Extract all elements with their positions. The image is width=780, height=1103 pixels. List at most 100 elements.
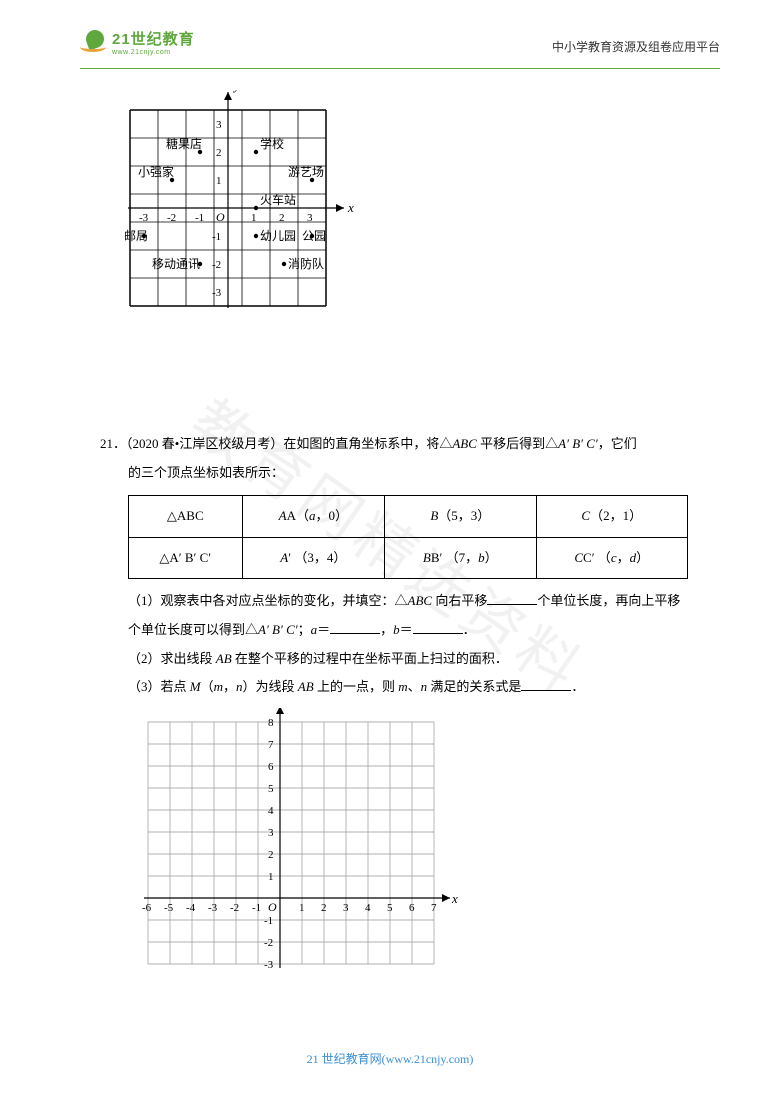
blank-3 — [413, 620, 463, 634]
table-row: △A′ B′ C′ A′ （3，4） BB′ （7，b） CC′ （c，d） — [129, 537, 688, 579]
svg-text:-3: -3 — [212, 287, 222, 299]
svg-text:2: 2 — [321, 902, 327, 914]
logo-cn: 21世纪教育 — [112, 28, 195, 49]
logo-swoosh-icon — [80, 42, 106, 52]
svg-text:游艺场: 游艺场 — [288, 165, 324, 179]
t: M — [190, 679, 201, 694]
t: △A′ B′ C′ — [159, 550, 211, 565]
header-subtitle: 中小学教育资源及组卷应用平台 — [552, 38, 720, 55]
logo: 21世纪教育 www.21cnjy.com — [80, 28, 195, 56]
svg-text:糖果店: 糖果店 — [166, 136, 202, 151]
svg-text:小强家: 小强家 — [138, 164, 174, 179]
svg-text:邮局: 邮局 — [124, 229, 148, 243]
t: A（ — [287, 508, 309, 523]
t: AB — [216, 651, 232, 666]
t: ． — [463, 622, 476, 637]
svg-text:4: 4 — [268, 805, 274, 817]
svg-text:学校: 学校 — [260, 136, 284, 151]
svg-text:-4: -4 — [186, 902, 196, 914]
q21-part2: （2）求出线段 AB 在整个平移的过程中在坐标平面上扫过的面积． — [100, 645, 700, 674]
t: ） — [636, 550, 649, 565]
question-21: 21．（2020 春•江岸区校级月考）在如图的直角坐标系中，将△ABC 平移后得… — [100, 430, 700, 1028]
svg-text:-6: -6 — [142, 902, 152, 914]
footer-cn: 21 世纪教育网 — [307, 1052, 382, 1066]
t: A′ B′ C′ — [258, 622, 298, 637]
svg-text:-1: -1 — [264, 915, 273, 927]
svg-text:1: 1 — [216, 175, 222, 187]
t: 向右平移 — [432, 593, 487, 608]
t: ＝ — [400, 622, 413, 637]
svg-text:3: 3 — [216, 119, 222, 131]
cell-abc: △ABC — [129, 496, 243, 538]
svg-text:1: 1 — [299, 902, 305, 914]
table-row: △ABC AA（a，0） B（5，3） C（2，1） — [129, 496, 688, 538]
cell-c: C（2，1） — [536, 496, 687, 538]
t: C′ （ — [583, 550, 611, 565]
t: AB — [298, 679, 314, 694]
cell-a: AA（a，0） — [242, 496, 385, 538]
q21-stem: 21．（2020 春•江岸区校级月考）在如图的直角坐标系中，将△ABC 平移后得… — [100, 430, 700, 459]
t: 在整个平移的过程中在坐标平面上扫过的面积． — [232, 651, 508, 666]
q21-stem-line2: 的三个顶点坐标如表所示： — [100, 459, 700, 488]
t: （3）若点 — [128, 679, 190, 694]
svg-text:1: 1 — [251, 212, 257, 224]
coordinate-grid-1: yxO-3-2-1123123-1-2-3糖果店学校小强家游艺场火车站邮局幼儿园… — [110, 90, 370, 330]
t: ′ （3，4） — [288, 550, 346, 565]
svg-text:-3: -3 — [139, 212, 149, 224]
t: m — [214, 679, 223, 694]
t: 上的一点，则 — [314, 679, 399, 694]
svg-text:x: x — [347, 200, 354, 215]
t: ； — [298, 622, 311, 637]
svg-text:8: 8 — [268, 717, 274, 729]
svg-text:-2: -2 — [167, 212, 176, 224]
t: 满足的关系式是 — [427, 679, 521, 694]
q21-source: （2020 春•江岸区校级月考） — [126, 436, 283, 451]
t: ， — [617, 550, 630, 565]
blank-2 — [330, 620, 380, 634]
svg-text:6: 6 — [409, 902, 415, 914]
svg-text:火车站: 火车站 — [260, 192, 296, 207]
cell-c2: CC′ （c，d） — [536, 537, 687, 579]
svg-text:7: 7 — [268, 739, 274, 751]
svg-text:消防队: 消防队 — [288, 256, 324, 271]
svg-text:2: 2 — [216, 147, 222, 159]
logo-text: 21世纪教育 www.21cnjy.com — [112, 28, 195, 56]
blank-4 — [521, 677, 571, 691]
t: ， — [380, 622, 393, 637]
t: （1）观察表中各对应点坐标的变化，并填空：△ — [128, 593, 408, 608]
cell-b2: BB′ （7，b） — [385, 537, 536, 579]
t: ） — [485, 550, 498, 565]
t: 个单位长度可以得到△ — [128, 622, 258, 637]
svg-text:3: 3 — [343, 902, 349, 914]
svg-text:-3: -3 — [208, 902, 218, 914]
t: A — [279, 508, 287, 523]
t: 个单位长度，再向上平移 — [537, 593, 680, 608]
svg-text:-2: -2 — [230, 902, 239, 914]
grid1-svg: yxO-3-2-1123123-1-2-3糖果店学校小强家游艺场火车站邮局幼儿园… — [110, 90, 390, 350]
q21-abc: ABC — [452, 436, 477, 451]
t: C — [581, 508, 590, 523]
q21-part1: （1）观察表中各对应点坐标的变化，并填空：△ABC 向右平移个单位长度，再向上平… — [100, 587, 700, 616]
svg-text:4: 4 — [365, 902, 371, 914]
t: ）为线段 — [243, 679, 298, 694]
coordinate-grid-2: yxO-6-5-4-3-2-1123456712345678-1-2-3 — [128, 708, 508, 1028]
svg-text:3: 3 — [268, 827, 274, 839]
svg-text:-1: -1 — [195, 212, 204, 224]
svg-text:-3: -3 — [264, 959, 274, 971]
svg-text:幼儿园: 幼儿园 — [260, 229, 296, 243]
q21-part3: （3）若点 M（m，n）为线段 AB 上的一点，则 m、n 满足的关系式是． — [100, 673, 700, 702]
svg-text:公园: 公园 — [302, 229, 326, 243]
blank-1 — [487, 591, 537, 605]
t: C — [574, 550, 583, 565]
t: （ — [201, 679, 214, 694]
t: ， — [223, 679, 236, 694]
svg-text:5: 5 — [268, 783, 274, 795]
svg-text:y: y — [232, 90, 240, 93]
svg-text:移动通讯: 移动通讯 — [152, 257, 200, 271]
cell-b: B（5，3） — [385, 496, 536, 538]
q21-aprime: A′ B′ C′ — [558, 436, 598, 451]
svg-text:6: 6 — [268, 761, 274, 773]
svg-text:2: 2 — [279, 212, 285, 224]
logo-en: www.21cnjy.com — [112, 49, 195, 56]
page-footer: 21 世纪教育网(www.21cnjy.com) — [0, 1050, 780, 1067]
